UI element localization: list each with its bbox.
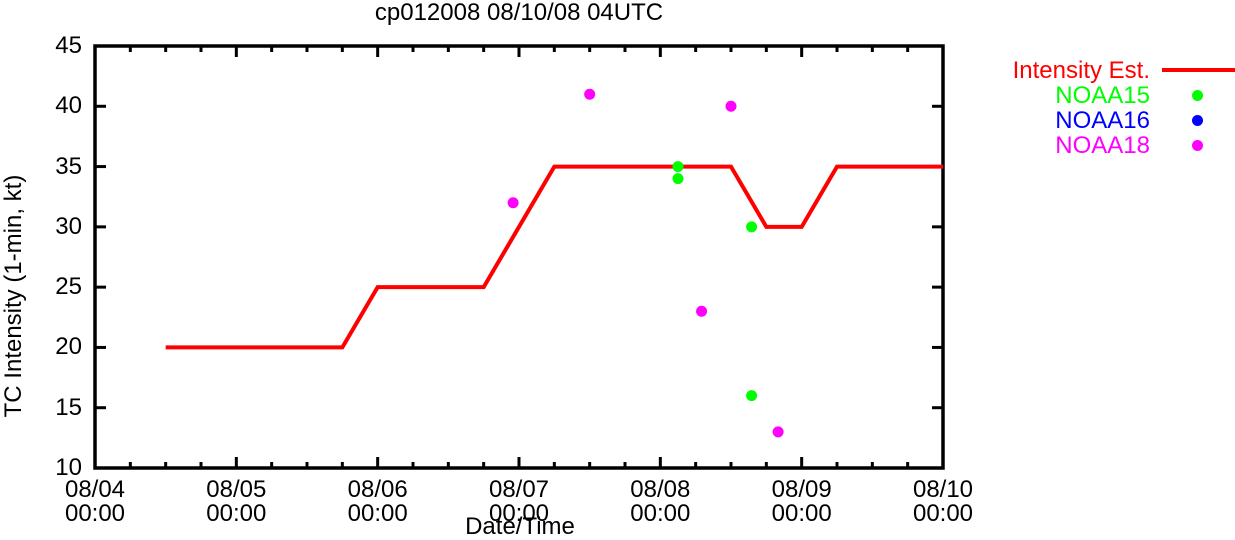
x-tick-label: 08/06 00:00 <box>313 478 443 526</box>
x-axis-label: Date/Time <box>465 513 575 540</box>
legend-label: Intensity Est. <box>1012 57 1150 84</box>
y-tick-label: 35 <box>55 152 82 180</box>
x-tick-label: 08/08 00:00 <box>595 478 725 526</box>
x-tick-label: 08/04 00:00 <box>30 478 160 526</box>
noaa15-point <box>672 161 684 173</box>
noaa18-point <box>507 197 519 209</box>
x-tick-label: 08/10 00:00 <box>878 478 1008 526</box>
noaa18-point <box>584 88 596 100</box>
chart-title: cp012008 08/10/08 04UTC <box>374 0 664 26</box>
plot-frame <box>93 44 945 470</box>
y-tick-label: 40 <box>55 92 82 120</box>
legend-line-sample <box>1150 58 1235 83</box>
x-tick-time: 00:00 <box>488 500 550 527</box>
y-tick-label: 20 <box>55 333 82 361</box>
x-tick-label: 08/09 00:00 <box>737 478 867 526</box>
x-tick-label: 08/07 00:00 <box>454 478 584 526</box>
noaa18-point <box>696 305 708 317</box>
line-swatch <box>1162 68 1235 72</box>
legend: Intensity Est. NOAA15 NOAA16 NOAA18 <box>988 58 1235 158</box>
dot-swatch <box>1192 115 1203 126</box>
legend-label: NOAA18 <box>1055 132 1150 159</box>
x-tick-date: 08/08 <box>630 476 691 503</box>
legend-item-noaa18: NOAA18 <box>988 133 1235 158</box>
dot-swatch <box>1192 90 1203 101</box>
y-tick-label: 30 <box>55 212 82 240</box>
legend-label: NOAA16 <box>1055 107 1150 134</box>
x-tick-time: 00:00 <box>64 500 126 527</box>
legend-label: NOAA15 <box>1055 82 1150 109</box>
x-tick-label: 08/05 00:00 <box>171 478 301 526</box>
intensity-est-line <box>165 164 943 350</box>
dot-swatch <box>1192 140 1203 151</box>
x-tick-time: 00:00 <box>347 500 408 527</box>
x-tick-date: 08/05 <box>206 476 267 503</box>
legend-dot-sample <box>1150 108 1235 133</box>
noaa18-point <box>725 100 737 112</box>
legend-item-intensity-est: Intensity Est. <box>988 58 1235 83</box>
noaa15-point <box>672 173 684 185</box>
legend-item-noaa15: NOAA15 <box>988 83 1235 108</box>
noaa15-point <box>746 221 758 233</box>
y-tick-label: 25 <box>55 273 82 301</box>
x-tick-time: 00:00 <box>912 500 974 527</box>
x-tick-time: 00:00 <box>206 500 267 527</box>
noaa15-point <box>746 390 758 402</box>
x-tick-date: 08/07 <box>488 476 550 503</box>
x-tick-date: 08/04 <box>64 476 126 503</box>
noaa18-point <box>772 426 784 438</box>
y-tick-label: 45 <box>55 32 82 59</box>
legend-dot-sample <box>1150 83 1235 108</box>
x-tick-time: 00:00 <box>630 500 691 527</box>
legend-item-noaa16: NOAA16 <box>988 108 1235 133</box>
x-tick-date: 08/09 <box>771 476 832 503</box>
x-tick-date: 08/10 <box>912 476 974 503</box>
x-tick-date: 08/06 <box>347 476 408 503</box>
y-tick-label: 15 <box>55 393 82 421</box>
legend-dot-sample <box>1150 133 1235 158</box>
y-tick-label: 10 <box>55 454 82 481</box>
x-tick-time: 00:00 <box>771 500 832 527</box>
